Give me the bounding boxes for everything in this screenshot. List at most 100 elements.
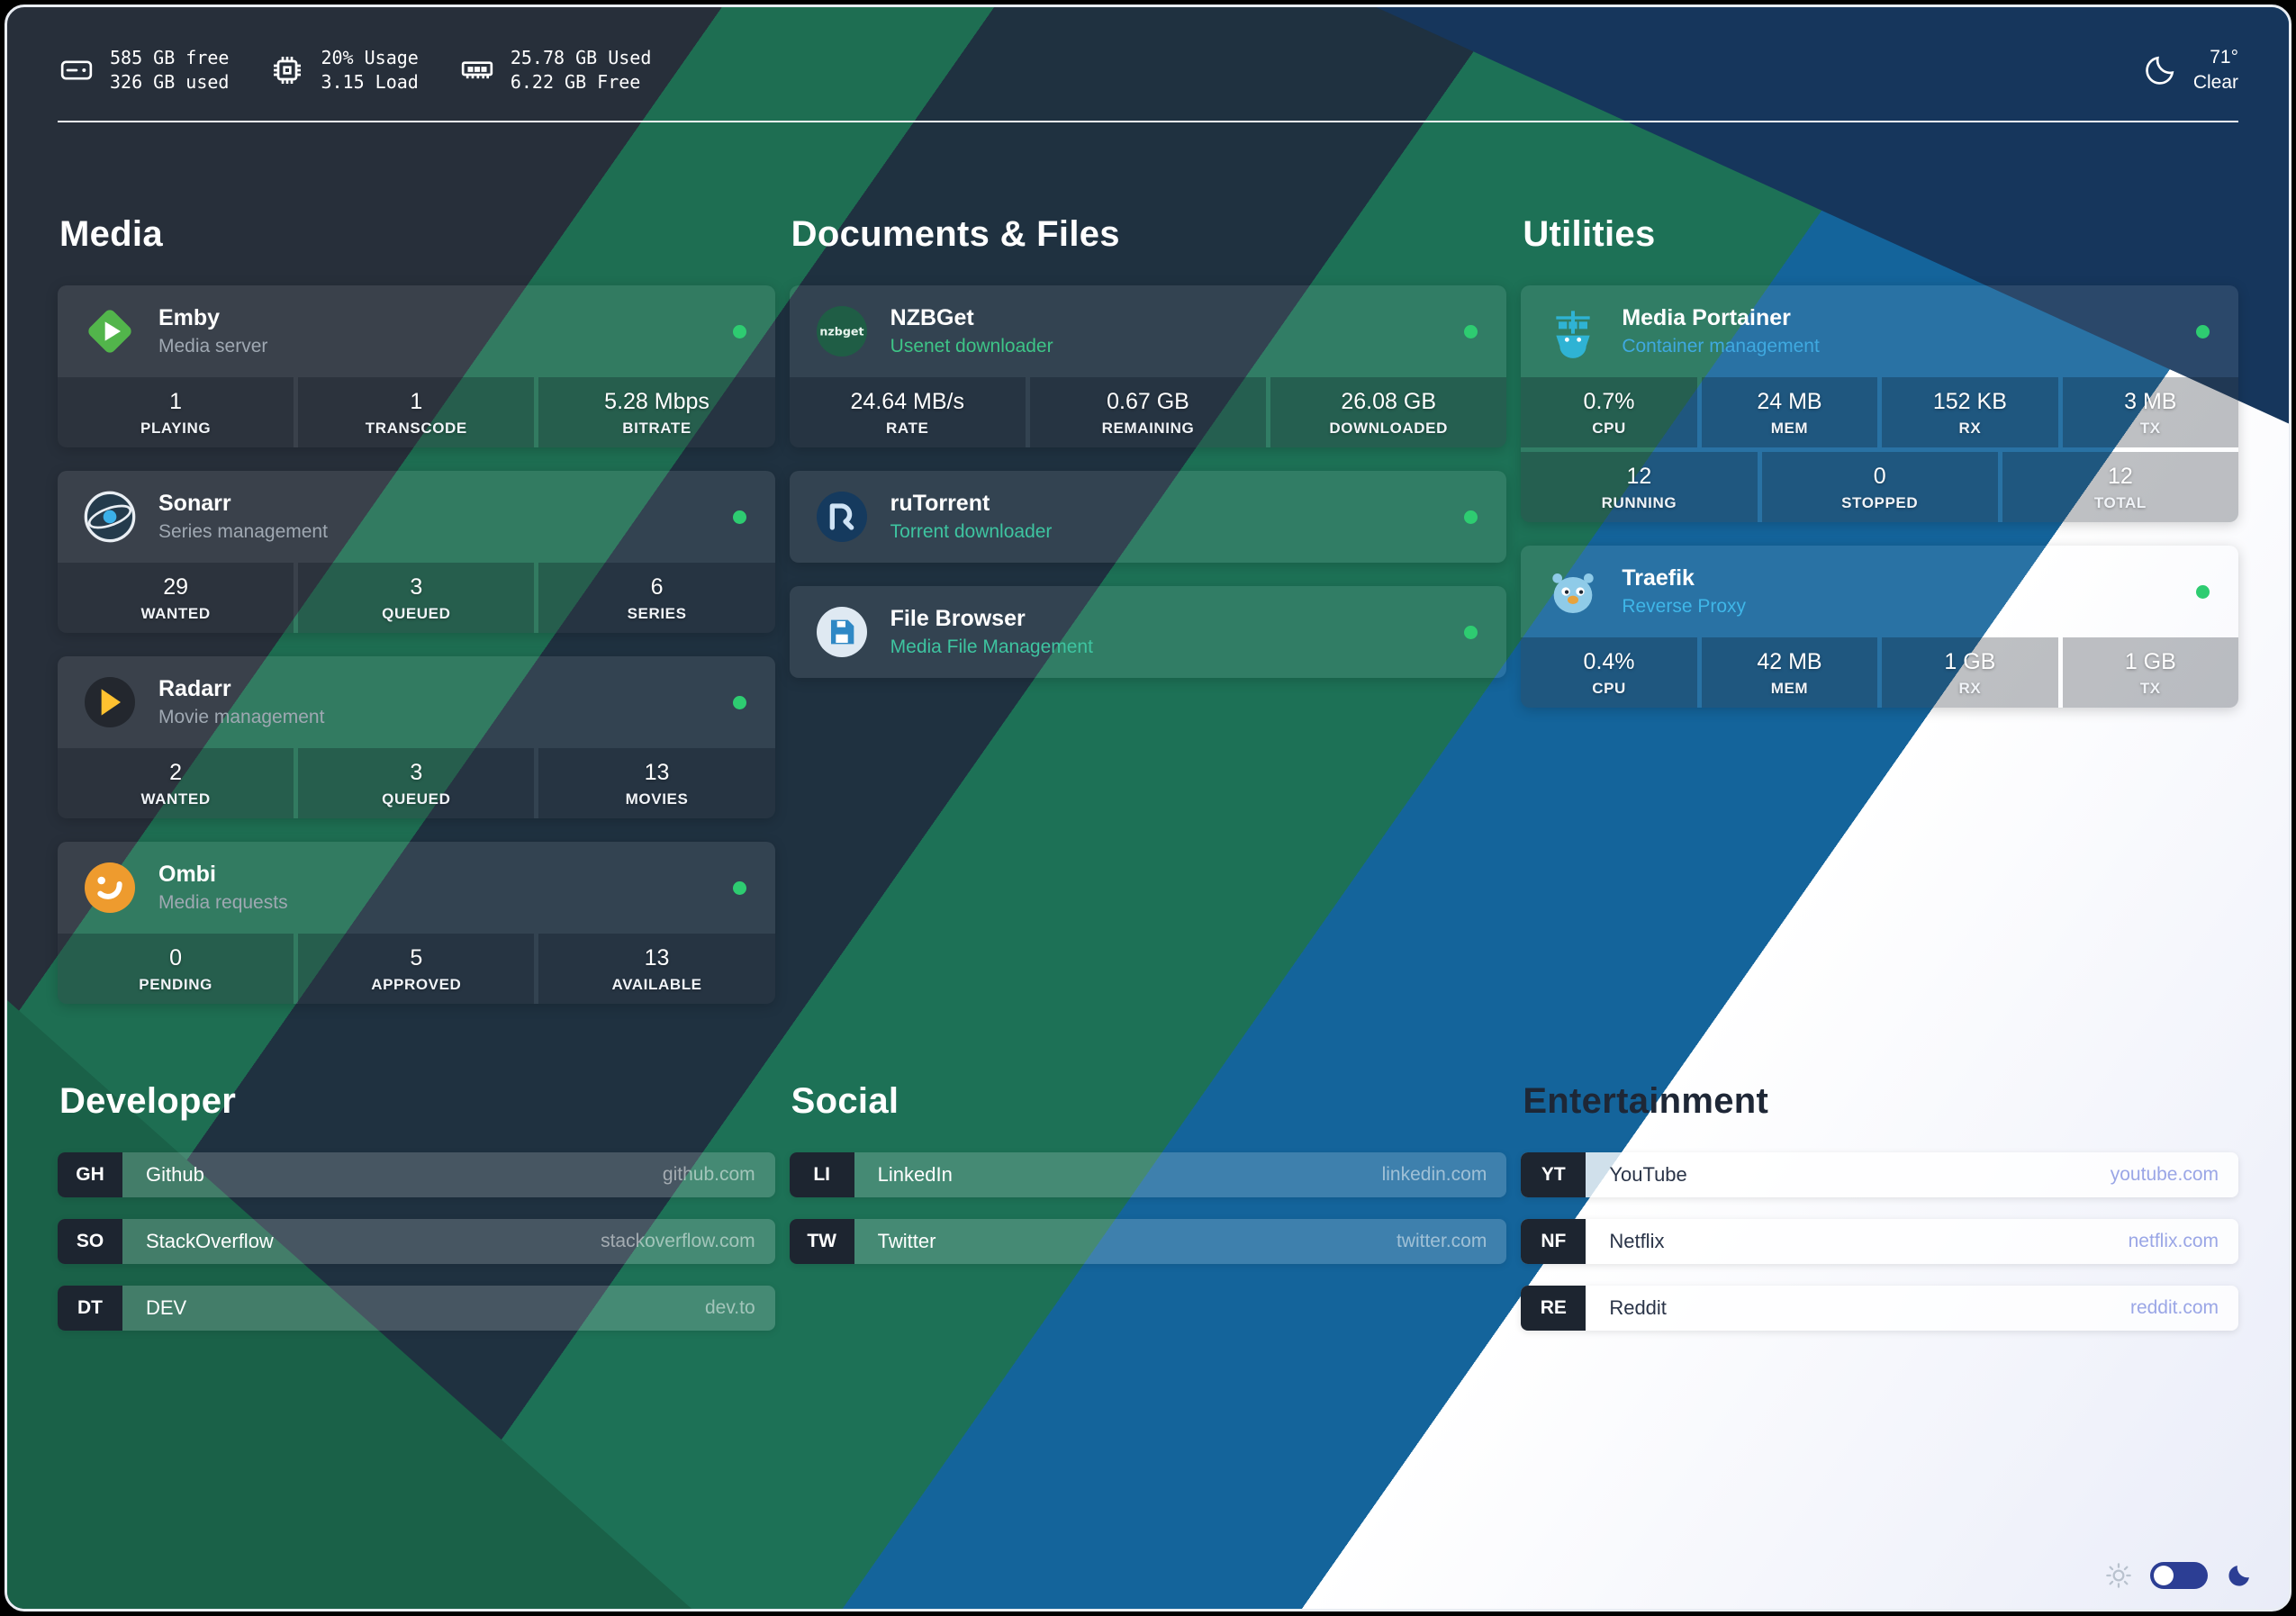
- topbar-divider: [58, 121, 2238, 122]
- link-reddit[interactable]: RE Reddit reddit.com: [1521, 1286, 2238, 1331]
- app-name: Traefik: [1622, 565, 1695, 591]
- stat-value: 12: [1626, 464, 1652, 489]
- stat-value: 0: [169, 945, 183, 971]
- memory-stats-text: 25.78 GB Used 6.22 GB Free: [511, 46, 652, 95]
- stat-value: 3: [410, 760, 423, 785]
- link-stackoverflow[interactable]: SO StackOverflow stackoverflow.com: [58, 1219, 775, 1264]
- app-card-ombi[interactable]: Ombi Media requests 0 PENDING 5 APPROVED 13 AVA…: [58, 842, 775, 1004]
- status-dot: [732, 880, 746, 895]
- stat-label: MEM: [1770, 420, 1809, 437]
- stat-label: AVAILABLE: [611, 976, 702, 993]
- emby-icon: [81, 302, 139, 360]
- radarr-icon: [81, 673, 139, 731]
- app-card-emby[interactable]: Emby Media server 1 PLAYING 1 TRANSCODE 5.28 M…: [58, 285, 775, 447]
- app-name: Sonarr: [158, 491, 231, 516]
- theme-controls: [2103, 1560, 2255, 1591]
- app-card-traefik[interactable]: Traefik Reverse Proxy 0.4% CPU 42 MB MEM 1 GB R…: [1521, 546, 2238, 708]
- section-title: Entertainment: [1523, 1081, 1769, 1121]
- section-title: Documents & Files: [791, 214, 1120, 254]
- app-name: Media Portainer: [1622, 305, 1791, 330]
- app-card-header: Ombi Media requests: [58, 842, 775, 934]
- app-name: NZBGet: [890, 305, 974, 330]
- link-url: reddit.com: [2129, 1297, 2219, 1318]
- link-netflix[interactable]: NF Netflix netflix.com: [1521, 1219, 2238, 1264]
- stat-transcode: 1 TRANSCODE: [298, 377, 535, 447]
- stat-value: 12: [2107, 464, 2133, 489]
- app-text: Ombi Media requests: [158, 862, 288, 914]
- stat-label: RX: [1958, 680, 1982, 697]
- app-card-nzbget[interactable]: nzbget NZBGet Usenet downloader 24.64 MB/s R…: [789, 285, 1507, 447]
- link-linkedin[interactable]: LI LinkedIn linkedin.com: [789, 1152, 1507, 1197]
- link-url: stackoverflow.com: [601, 1231, 755, 1251]
- section-title: Media: [59, 214, 163, 254]
- app-card-rutorrent[interactable]: ruTorrent Torrent downloader: [789, 471, 1507, 563]
- stat-value: 0.67 GB: [1107, 389, 1189, 414]
- stat-label: MEM: [1770, 680, 1809, 697]
- app-description: Series management: [158, 521, 328, 542]
- stat-label: REMAINING: [1101, 420, 1195, 437]
- sun-icon[interactable]: [2103, 1560, 2134, 1591]
- app-text: Sonarr Series management: [158, 491, 328, 543]
- stat-label: TX: [2139, 680, 2161, 697]
- app-description: Movie management: [158, 707, 325, 727]
- stat-cpu: 0.7% CPU: [1521, 377, 1697, 447]
- stat-value: 152 KB: [1932, 389, 2007, 414]
- app-name: Ombi: [158, 862, 216, 887]
- weather-text: 71° Clear: [2193, 45, 2238, 95]
- link-abbrev: RE: [1521, 1286, 1586, 1331]
- stats-row: 24.64 MB/s RATE 0.67 GB REMAINING 26.08 GB DO…: [789, 377, 1507, 447]
- app-card-file-browser[interactable]: File Browser Media File Management: [789, 586, 1507, 678]
- app-name: File Browser: [890, 606, 1026, 631]
- theme-toggle[interactable]: [2150, 1562, 2208, 1589]
- stat-label: TRANSCODE: [365, 420, 467, 437]
- section-title: Social: [791, 1081, 899, 1121]
- app-name: ruTorrent: [890, 491, 990, 516]
- link-name: Twitter: [877, 1230, 936, 1252]
- link-youtube[interactable]: YT YouTube youtube.com: [1521, 1152, 2238, 1197]
- stat-value: 3 MB: [2124, 389, 2177, 414]
- link-dev[interactable]: DT DEV dev.to: [58, 1286, 775, 1331]
- stat-value: 29: [163, 574, 189, 600]
- link-abbrev: GH: [58, 1152, 122, 1197]
- stat-value: 42 MB: [1757, 649, 1822, 674]
- stat-value: 3: [410, 574, 423, 600]
- stat-label: WANTED: [140, 790, 211, 808]
- app-card-sonarr[interactable]: Sonarr Series management 29 WANTED 3 QUEUED 6 S…: [58, 471, 775, 633]
- stats-row: 2 WANTED 3 QUEUED 13 MOVIES: [58, 748, 775, 818]
- stat-rate: 24.64 MB/s RATE: [789, 377, 1026, 447]
- app-card-radarr[interactable]: Radarr Movie management 2 WANTED 3 QUEUED 13 MO…: [58, 656, 775, 818]
- app-text: NZBGet Usenet downloader: [890, 305, 1053, 357]
- disk-stats-text: 585 GB free 326 GB used: [110, 46, 229, 95]
- memory-line2: 6.22 GB Free: [510, 71, 641, 93]
- app-description: Media File Management: [890, 636, 1093, 657]
- stat-label: RATE: [886, 420, 929, 437]
- traefik-icon: [1544, 563, 1602, 620]
- rutorrent-icon: [813, 488, 871, 546]
- ombi-icon: [81, 859, 139, 916]
- stat-rx: 1 GB RX: [1882, 637, 2058, 708]
- sonarr-icon: [81, 488, 139, 546]
- stat-value: 26.08 GB: [1341, 389, 1437, 414]
- weather-temp: 71°: [2210, 47, 2238, 68]
- stat-label: WANTED: [140, 605, 211, 622]
- stat-queued: 3 QUEUED: [298, 748, 535, 818]
- stat-value: 13: [644, 945, 670, 971]
- stat-pending: 0 PENDING: [58, 934, 294, 1004]
- app-card-media-portainer[interactable]: Media Portainer Container management 0.7% C…: [1521, 285, 2238, 522]
- moon-toggle-icon[interactable]: [2224, 1560, 2255, 1591]
- cpu-icon: [268, 51, 306, 89]
- link-github[interactable]: GH Github github.com: [58, 1152, 775, 1197]
- stat-label: MOVIES: [625, 790, 689, 808]
- svg-text:nzbget: nzbget: [819, 325, 863, 339]
- stat-label: STOPPED: [1841, 494, 1919, 511]
- memory-icon: [458, 51, 496, 89]
- stat-rx: 152 KB RX: [1882, 377, 2058, 447]
- link-abbrev: NF: [1521, 1219, 1586, 1264]
- stat-approved: 5 APPROVED: [298, 934, 535, 1004]
- link-abbrev: TW: [789, 1219, 854, 1264]
- stat-mem: 42 MB MEM: [1701, 637, 1878, 708]
- link-twitter[interactable]: TW Twitter twitter.com: [789, 1219, 1507, 1264]
- cpu-stats-text: 20% Usage 3.15 Load: [321, 46, 418, 95]
- stat-playing: 1 PLAYING: [58, 377, 294, 447]
- link-name: Github: [146, 1163, 204, 1186]
